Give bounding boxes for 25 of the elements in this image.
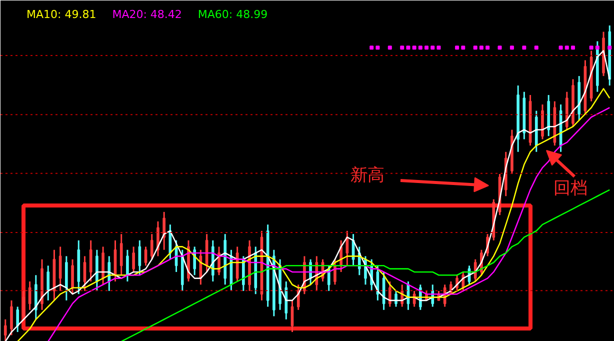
candlestick [162,211,166,251]
candlestick [474,258,477,282]
candlestick [46,264,50,302]
candlestick [388,280,392,308]
candlestick [10,300,13,336]
candlestick [138,240,142,276]
text: MA10: 49.81 [26,8,96,21]
candlestick [126,249,129,282]
candlestick [132,246,135,273]
annotation: 新高 [350,166,384,186]
candlestick [156,220,160,257]
candlestick [150,233,154,260]
text: MA60: 48.99 [198,8,268,21]
candlestick [16,306,20,333]
candlestick [327,264,330,292]
annotation: 回档 [554,178,588,198]
candlestick [58,246,62,292]
candlestick [144,246,148,266]
candlestick [4,318,7,341]
candlestick [296,284,300,311]
text: MA20: 48.42 [112,8,182,21]
candlestick [120,233,123,276]
candlestick [83,255,86,292]
candlestick [394,290,398,308]
candlestick [71,258,74,295]
